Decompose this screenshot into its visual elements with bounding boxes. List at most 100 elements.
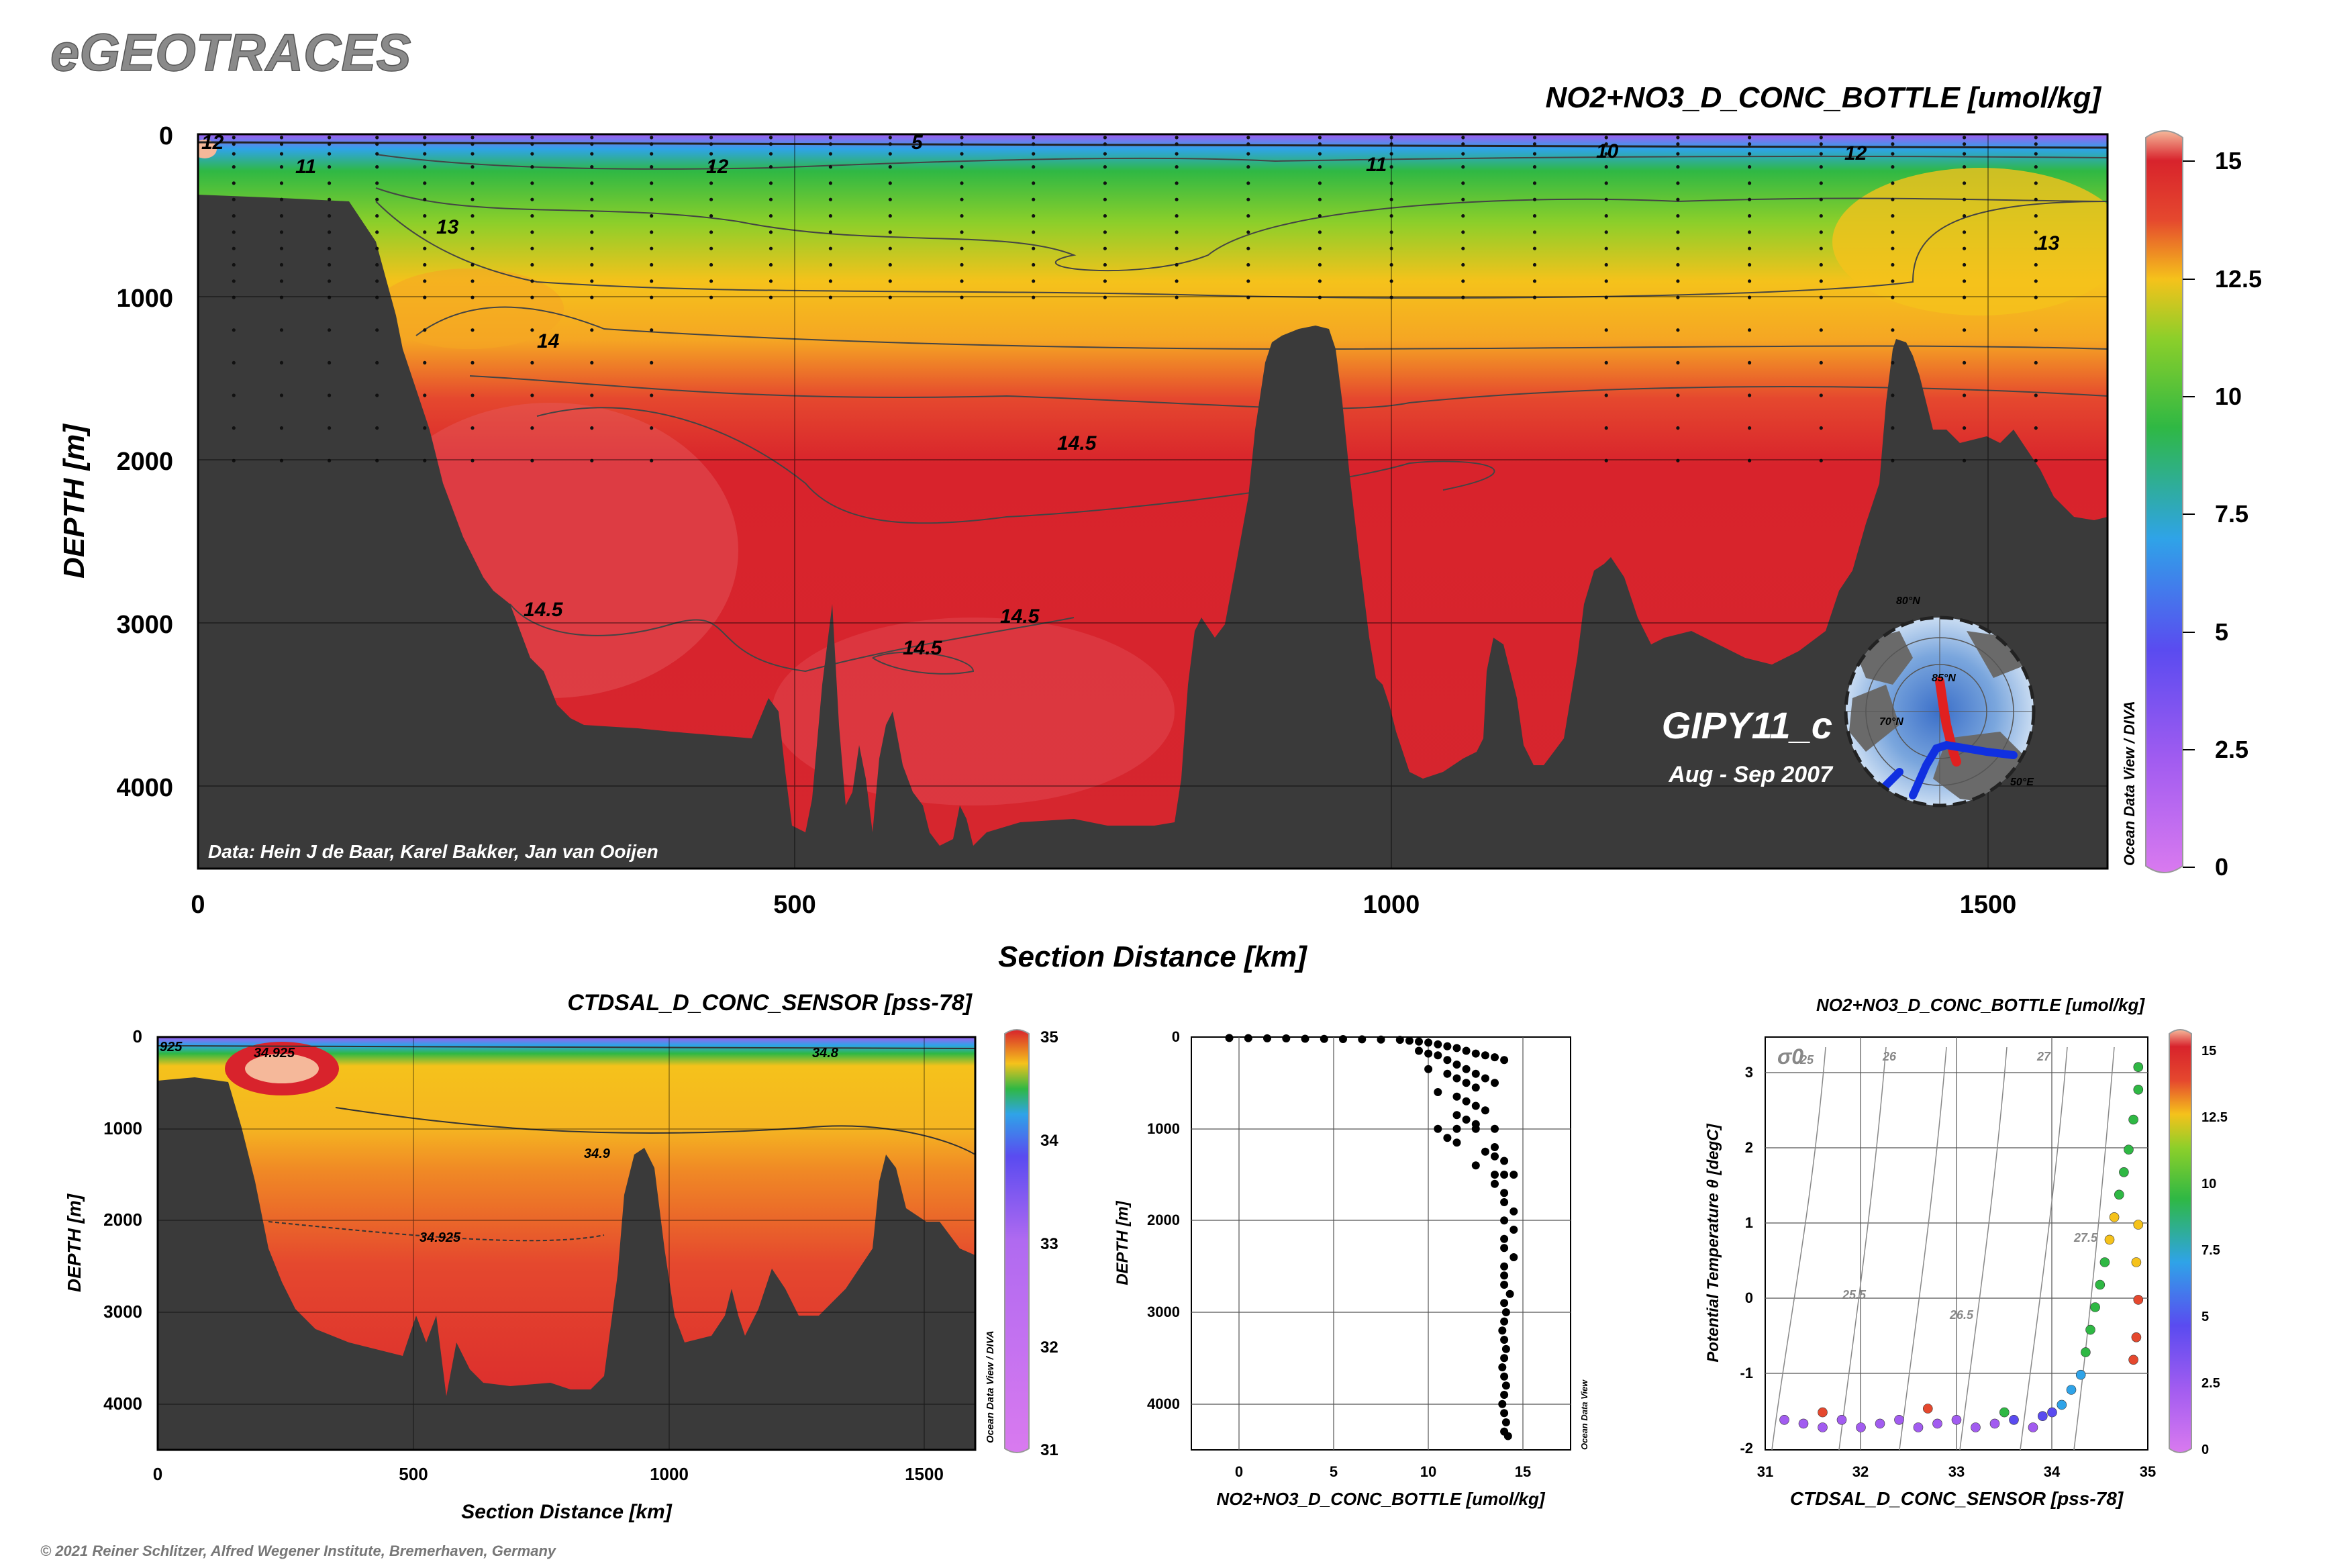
main-yellow-patch xyxy=(1832,168,2108,315)
sample-dot xyxy=(530,246,534,250)
sample-dot xyxy=(590,152,594,156)
sample-dot xyxy=(1318,142,1322,146)
sample-dot xyxy=(1676,246,1680,250)
sample-dot xyxy=(1532,142,1537,146)
ts-point xyxy=(2047,1407,2057,1418)
sample-dot xyxy=(471,165,475,169)
sample-dot xyxy=(530,181,534,185)
sample-dot xyxy=(1461,165,1465,169)
profile-point xyxy=(1244,1034,1252,1042)
contour-line xyxy=(375,154,2108,170)
ts-point xyxy=(2114,1189,2124,1200)
profile-point xyxy=(1443,1056,1452,1065)
sample-dot xyxy=(1819,246,1823,250)
sample-dot xyxy=(1103,246,1107,250)
sample-dot xyxy=(1819,360,1823,365)
sample-dot xyxy=(279,197,284,201)
cruise-name: GIPY11_c xyxy=(1662,704,1832,746)
sample-dot xyxy=(960,142,964,146)
sample-dot xyxy=(2034,230,2038,234)
x-tick-label: 0 xyxy=(1235,1463,1243,1480)
sample-dot xyxy=(530,197,534,201)
x-tick-label: 32 xyxy=(1852,1463,1869,1480)
profile-point xyxy=(1500,1409,1509,1418)
main-hot-corner xyxy=(198,140,217,158)
sample-dot xyxy=(471,152,475,156)
sample-dot xyxy=(375,360,379,365)
sample-dot xyxy=(530,136,534,140)
sample-dot xyxy=(1318,279,1322,283)
profile-point xyxy=(1491,1143,1499,1151)
contour-line xyxy=(375,201,2108,299)
sample-dot xyxy=(375,214,379,218)
sample-dot xyxy=(1963,197,1967,201)
profile-point xyxy=(1501,1344,1510,1353)
sample-dot xyxy=(1604,230,1608,234)
sample-dot xyxy=(1748,136,1752,140)
ts-point xyxy=(1818,1407,1828,1418)
x-tick-label: 5 xyxy=(1330,1463,1338,1480)
sample-dot xyxy=(1532,181,1537,185)
profile-point xyxy=(1452,1111,1461,1120)
sample-dot xyxy=(1748,426,1752,430)
colorbar-tick: 10 xyxy=(2201,1177,2216,1191)
colorbar-tick: 0 xyxy=(2215,853,2228,881)
profile-point xyxy=(1500,1354,1509,1363)
profile-point xyxy=(1491,1079,1499,1087)
sample-dot xyxy=(471,136,475,140)
sample-dot xyxy=(328,152,332,156)
cruise-period: Aug - Sep 2007 xyxy=(1668,762,1834,787)
profile-point xyxy=(1462,1097,1471,1106)
salinity-contour-labels: 925 34.925 34.8 34.9 34.925 xyxy=(160,1040,839,1245)
profile-point xyxy=(1424,1049,1433,1058)
sample-dot xyxy=(471,328,475,332)
sample-dot xyxy=(1461,142,1465,146)
sample-dot xyxy=(1676,279,1680,283)
sample-dot xyxy=(769,230,773,234)
sample-dot xyxy=(650,197,654,201)
sample-dot xyxy=(1676,262,1680,267)
sample-dot xyxy=(1318,152,1322,156)
ts-y-axis-label: Potential Temperature θ [degC] xyxy=(1704,1123,1722,1362)
sample-dot xyxy=(2034,426,2038,430)
sample-dot xyxy=(1103,152,1107,156)
ts-plot: NO2+NO3_D_CONC_BOTTLE [umol/kg] 25 26 27… xyxy=(1704,995,2228,1509)
colorbar-tick: 15 xyxy=(2201,1044,2216,1059)
sample-dot xyxy=(769,136,773,140)
sample-dot xyxy=(888,181,892,185)
sample-dot xyxy=(650,214,654,218)
sample-dot xyxy=(709,279,713,283)
sample-dot xyxy=(375,152,379,156)
sample-dot xyxy=(1676,393,1680,397)
sample-dot xyxy=(232,230,236,234)
colorbar-tick: 32 xyxy=(1040,1338,1058,1357)
colorbar-tick: 7.5 xyxy=(2201,1243,2220,1258)
sample-dot xyxy=(328,279,332,283)
sample-dot xyxy=(828,142,832,146)
sample-dot xyxy=(1604,328,1608,332)
sample-dot xyxy=(650,181,654,185)
sample-dot xyxy=(1532,214,1537,218)
sample-dot xyxy=(1604,262,1608,267)
sample-dot xyxy=(888,142,892,146)
profile-point xyxy=(1462,1079,1471,1087)
profile-point xyxy=(1500,1216,1509,1225)
sample-dot xyxy=(1748,246,1752,250)
cruise-track-red xyxy=(1935,677,1961,767)
sample-dot xyxy=(279,181,284,185)
sample-dot xyxy=(1604,181,1608,185)
sample-dot xyxy=(1819,279,1823,283)
sample-dot xyxy=(423,230,427,234)
sample-dot xyxy=(1175,279,1179,283)
profile-point xyxy=(1471,1083,1480,1092)
sample-dot xyxy=(1246,165,1250,169)
main-light-red-patch xyxy=(772,618,1175,805)
isopycnal-label: 26 xyxy=(1882,1050,1897,1063)
profile-point xyxy=(1500,1372,1509,1381)
sample-dot xyxy=(1748,393,1752,397)
sample-dot xyxy=(888,136,892,140)
colorbar-tick: 12.5 xyxy=(2201,1110,2228,1125)
ts-point xyxy=(2104,1234,2115,1245)
y-tick-label: 2 xyxy=(1745,1139,1753,1156)
salinity-bathymetry xyxy=(158,1077,975,1450)
